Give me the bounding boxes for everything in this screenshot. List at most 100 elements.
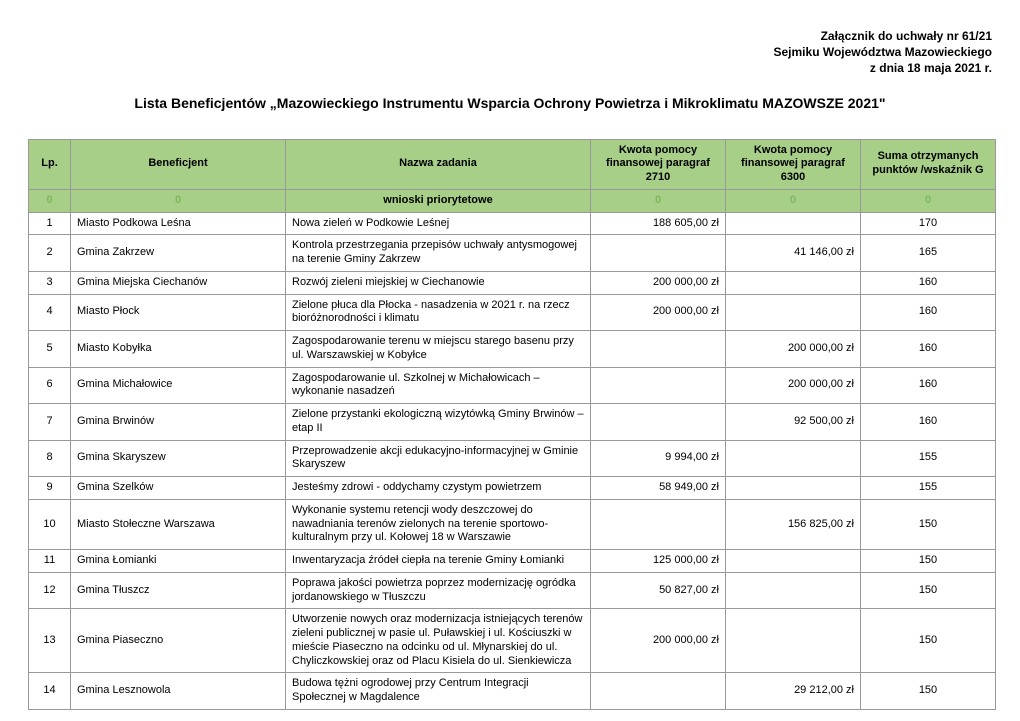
attachment-line-3: z dnia 18 maja 2021 r. xyxy=(28,60,992,76)
cell-points: 155 xyxy=(861,440,996,477)
cell-kwota-6300 xyxy=(726,609,861,673)
cell-kwota-6300 xyxy=(726,271,861,294)
cell-points: 170 xyxy=(861,212,996,235)
cell-beneficjent: Gmina Zakrzew xyxy=(71,235,286,272)
cell-beneficjent: Gmina Piaseczno xyxy=(71,609,286,673)
cell-beneficjent: Gmina Lesznowola xyxy=(71,673,286,710)
cell-task: Utworzenie nowych oraz modernizacja istn… xyxy=(286,609,591,673)
cell-beneficjent: Miasto Płock xyxy=(71,294,286,331)
cell-kwota-2710: 200 000,00 zł xyxy=(591,294,726,331)
table-row: 1Miasto Podkowa LeśnaNowa zieleń w Podko… xyxy=(29,212,996,235)
cell-points: 160 xyxy=(861,367,996,404)
table-row: 14Gmina LesznowolaBudowa tężni ogrodowej… xyxy=(29,673,996,710)
cell-points: 150 xyxy=(861,499,996,549)
cell-kwota-6300: 29 212,00 zł xyxy=(726,673,861,710)
cell-beneficjent: Miasto Stołeczne Warszawa xyxy=(71,499,286,549)
cell-task: Zagospodarowanie ul. Szkolnej w Michałow… xyxy=(286,367,591,404)
cell-task: Przeprowadzenie akcji edukacyjno-informa… xyxy=(286,440,591,477)
cell-kwota-6300: 200 000,00 zł xyxy=(726,367,861,404)
cell-beneficjent: Gmina Skaryszew xyxy=(71,440,286,477)
table-row: 7Gmina BrwinówZielone przystanki ekologi… xyxy=(29,404,996,441)
cell-beneficjent: Gmina Miejska Ciechanów xyxy=(71,271,286,294)
table-row: 6Gmina MichałowiceZagospodarowanie ul. S… xyxy=(29,367,996,404)
cell-kwota-6300 xyxy=(726,550,861,573)
cell-task: Jesteśmy zdrowi - oddychamy czystym powi… xyxy=(286,477,591,500)
section-cell-k2: 0 xyxy=(726,189,861,212)
cell-lp: 8 xyxy=(29,440,71,477)
table-row: 2Gmina ZakrzewKontrola przestrzegania pr… xyxy=(29,235,996,272)
cell-task: Nowa zieleń w Podkowie Leśnej xyxy=(286,212,591,235)
cell-points: 150 xyxy=(861,609,996,673)
table-row: 10Miasto Stołeczne WarszawaWykonanie sys… xyxy=(29,499,996,549)
cell-kwota-6300 xyxy=(726,477,861,500)
section-cell-lp: 0 xyxy=(29,189,71,212)
cell-kwota-2710 xyxy=(591,331,726,368)
table-row: 3Gmina Miejska CiechanówRozwój zieleni m… xyxy=(29,271,996,294)
col-header-task: Nazwa zadania xyxy=(286,139,591,189)
cell-task: Wykonanie systemu retencji wody deszczow… xyxy=(286,499,591,549)
cell-points: 155 xyxy=(861,477,996,500)
cell-beneficjent: Gmina Brwinów xyxy=(71,404,286,441)
cell-kwota-2710 xyxy=(591,499,726,549)
cell-task: Budowa tężni ogrodowej przy Centrum Inte… xyxy=(286,673,591,710)
cell-lp: 13 xyxy=(29,609,71,673)
section-cell-k1: 0 xyxy=(591,189,726,212)
cell-lp: 9 xyxy=(29,477,71,500)
cell-beneficjent: Gmina Michałowice xyxy=(71,367,286,404)
cell-beneficjent: Gmina Szelków xyxy=(71,477,286,500)
beneficiaries-table: Lp. Beneficjent Nazwa zadania Kwota pomo… xyxy=(28,139,996,710)
page: Załącznik do uchwały nr 61/21 Sejmiku Wo… xyxy=(0,0,1020,721)
cell-kwota-6300: 41 146,00 zł xyxy=(726,235,861,272)
cell-points: 160 xyxy=(861,331,996,368)
cell-lp: 7 xyxy=(29,404,71,441)
table-header-row: Lp. Beneficjent Nazwa zadania Kwota pomo… xyxy=(29,139,996,189)
cell-lp: 6 xyxy=(29,367,71,404)
cell-lp: 1 xyxy=(29,212,71,235)
col-header-pts: Suma otrzymanych punktów /wskaźnik G xyxy=(861,139,996,189)
cell-points: 160 xyxy=(861,271,996,294)
cell-beneficjent: Miasto Podkowa Leśna xyxy=(71,212,286,235)
cell-beneficjent: Gmina Tłuszcz xyxy=(71,572,286,609)
col-header-lp: Lp. xyxy=(29,139,71,189)
cell-kwota-6300: 200 000,00 zł xyxy=(726,331,861,368)
section-cell-ben: 0 xyxy=(71,189,286,212)
table-row: 5Miasto KobyłkaZagospodarowanie terenu w… xyxy=(29,331,996,368)
cell-lp: 3 xyxy=(29,271,71,294)
cell-task: Zielone przystanki ekologiczną wizytówką… xyxy=(286,404,591,441)
cell-kwota-2710: 200 000,00 zł xyxy=(591,609,726,673)
cell-kwota-2710: 9 994,00 zł xyxy=(591,440,726,477)
cell-task: Inwentaryzacja źródeł ciepła na terenie … xyxy=(286,550,591,573)
cell-points: 160 xyxy=(861,404,996,441)
cell-kwota-2710: 58 949,00 zł xyxy=(591,477,726,500)
cell-kwota-6300: 92 500,00 zł xyxy=(726,404,861,441)
cell-points: 150 xyxy=(861,550,996,573)
cell-lp: 2 xyxy=(29,235,71,272)
cell-task: Rozwój zieleni miejskiej w Ciechanowie xyxy=(286,271,591,294)
attachment-line-2: Sejmiku Województwa Mazowieckiego xyxy=(28,44,992,60)
table-row: 13Gmina PiasecznoUtworzenie nowych oraz … xyxy=(29,609,996,673)
section-row-priority: 0 0 wnioski priorytetowe 0 0 0 xyxy=(29,189,996,212)
cell-points: 160 xyxy=(861,294,996,331)
table-row: 4Miasto PłockZielone płuca dla Płocka - … xyxy=(29,294,996,331)
cell-kwota-6300 xyxy=(726,440,861,477)
cell-lp: 4 xyxy=(29,294,71,331)
col-header-k6300: Kwota pomocy finansowej paragraf 6300 xyxy=(726,139,861,189)
cell-task: Kontrola przestrzegania przepisów uchwał… xyxy=(286,235,591,272)
cell-beneficjent: Miasto Kobyłka xyxy=(71,331,286,368)
cell-lp: 10 xyxy=(29,499,71,549)
cell-points: 165 xyxy=(861,235,996,272)
section-cell-label: wnioski priorytetowe xyxy=(286,189,591,212)
section-cell-pts: 0 xyxy=(861,189,996,212)
cell-lp: 11 xyxy=(29,550,71,573)
table-row: 11Gmina ŁomiankiInwentaryzacja źródeł ci… xyxy=(29,550,996,573)
cell-kwota-2710: 188 605,00 zł xyxy=(591,212,726,235)
cell-lp: 12 xyxy=(29,572,71,609)
cell-kwota-2710: 125 000,00 zł xyxy=(591,550,726,573)
cell-kwota-2710: 200 000,00 zł xyxy=(591,271,726,294)
cell-kwota-6300 xyxy=(726,572,861,609)
table-row: 8Gmina SkaryszewPrzeprowadzenie akcji ed… xyxy=(29,440,996,477)
cell-task: Poprawa jakości powietrza poprzez modern… xyxy=(286,572,591,609)
table-row: 9Gmina SzelkówJesteśmy zdrowi - oddycham… xyxy=(29,477,996,500)
cell-lp: 5 xyxy=(29,331,71,368)
cell-task: Zielone płuca dla Płocka - nasadzenia w … xyxy=(286,294,591,331)
